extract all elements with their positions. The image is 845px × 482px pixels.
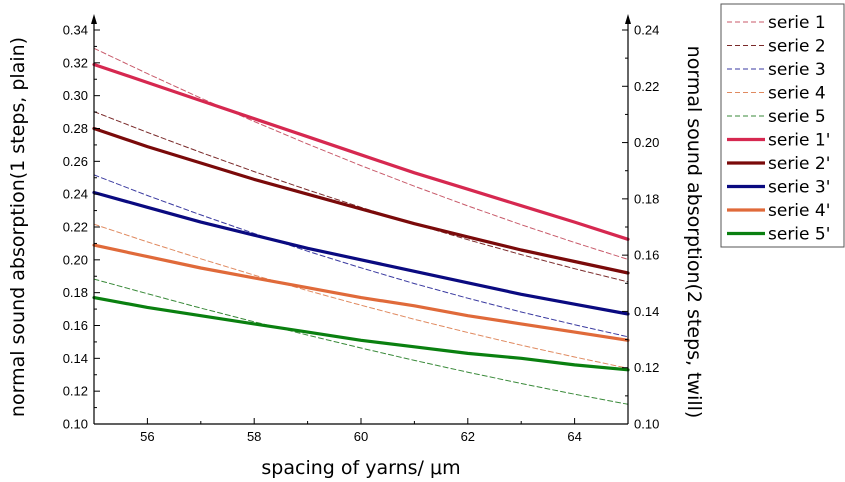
legend-label: serie 3 bbox=[768, 60, 826, 80]
legend: serie 1 serie 2 serie 3 serie 4 serie 5 serie… bbox=[720, 3, 845, 248]
series-line-7 bbox=[92, 126, 630, 275]
series-line-10 bbox=[92, 296, 630, 372]
legend-label: serie 1' bbox=[768, 131, 830, 151]
y-right-tick-label: 0.10 bbox=[634, 417, 659, 432]
x-tick-label: 60 bbox=[354, 429, 368, 444]
series-line-9 bbox=[92, 243, 630, 342]
y-left-tick-label: 0.30 bbox=[63, 88, 88, 103]
y-axis-left-arrow bbox=[91, 14, 97, 24]
y-axis-title-left: normal sound absorption(1 steps, plain) bbox=[7, 37, 29, 417]
y-right-tick-label: 0.14 bbox=[634, 304, 659, 319]
x-tick-label: 58 bbox=[247, 429, 261, 444]
y-left-tick-label: 0.34 bbox=[63, 23, 88, 38]
y-left-tick-label: 0.28 bbox=[63, 121, 88, 136]
x-tick-label: 64 bbox=[567, 429, 581, 444]
y-left-tick-label: 0.10 bbox=[63, 417, 88, 432]
y-left-tick-label: 0.26 bbox=[63, 154, 88, 169]
y-right-tick-label: 0.20 bbox=[634, 135, 659, 150]
series-line-6 bbox=[92, 62, 630, 241]
legend-box bbox=[720, 3, 845, 248]
series-line-5 bbox=[93, 278, 629, 405]
y-right-tick-label: 0.22 bbox=[634, 79, 659, 94]
y-right-tick-label: 0.16 bbox=[634, 248, 659, 263]
x-tick-label: 62 bbox=[461, 429, 475, 444]
y-right-tick-label: 0.24 bbox=[634, 23, 659, 38]
y-axis-right-arrow bbox=[625, 14, 631, 24]
x-tick-label: 56 bbox=[140, 429, 154, 444]
y-left-tick-label: 0.18 bbox=[63, 285, 88, 300]
legend-label: serie 1 bbox=[768, 13, 826, 33]
legend-label: serie 4' bbox=[768, 201, 830, 221]
y-left-tick-label: 0.32 bbox=[63, 55, 88, 70]
y-left-tick-label: 0.24 bbox=[63, 187, 88, 202]
y-right-tick-label: 0.18 bbox=[634, 191, 659, 206]
y-left-tick-label: 0.16 bbox=[63, 318, 88, 333]
series-line-8 bbox=[92, 190, 630, 316]
series-line-3 bbox=[93, 174, 629, 338]
series-layer bbox=[92, 47, 630, 405]
y-left-tick-label: 0.12 bbox=[63, 384, 88, 399]
y-left-tick-label: 0.22 bbox=[63, 220, 88, 235]
legend-label: serie 2 bbox=[768, 37, 826, 57]
legend-label: serie 5 bbox=[768, 107, 826, 127]
legend-label: serie 2' bbox=[768, 154, 830, 174]
legend-label: serie 3' bbox=[768, 178, 830, 198]
y-left-tick-label: 0.20 bbox=[63, 252, 88, 267]
axes-layer: 56 58 60 62 64 0.10 0.12 0.14 0.16 0.18 0.20 0.22 0.… bbox=[63, 14, 659, 444]
y-right-tick-label: 0.12 bbox=[634, 360, 659, 375]
y-left-tick-label: 0.14 bbox=[63, 351, 88, 366]
x-axis-title: spacing of yarns/ μm bbox=[261, 457, 460, 479]
series-line-1 bbox=[93, 47, 629, 260]
legend-label: serie 4 bbox=[768, 84, 826, 104]
y-axis-title-right: normal sound absorption(2 steps, twill) bbox=[683, 46, 705, 419]
legend-label: serie 5' bbox=[768, 225, 830, 245]
